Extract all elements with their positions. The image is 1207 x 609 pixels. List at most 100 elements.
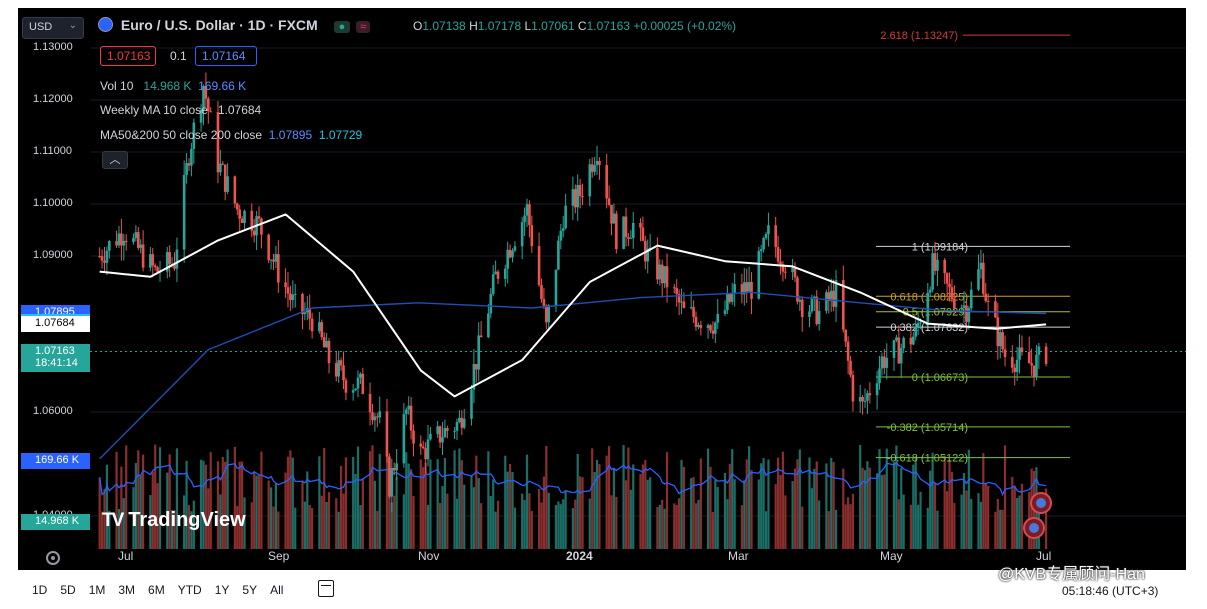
alert-icon-2[interactable]: [1023, 517, 1045, 539]
candle-body: [730, 292, 734, 302]
timeframe-1y[interactable]: 1Y: [214, 583, 230, 597]
candle-body: [829, 290, 833, 302]
candle-body: [757, 251, 761, 299]
buy-button[interactable]: 1.07164: [195, 46, 257, 66]
volume-bar: [327, 492, 331, 549]
candle-body: [168, 252, 171, 264]
candle-body: [962, 305, 966, 308]
candle-body: [235, 203, 239, 210]
candle-body: [692, 307, 695, 318]
candle-body: [631, 222, 635, 238]
timeframe-bar: 1D 5D 1M 3M 6M YTD 1Y 5Y All: [32, 583, 296, 597]
candle-body: [1001, 332, 1004, 350]
volume-bar: [832, 462, 835, 549]
volume-bar: [209, 452, 212, 549]
volume-bar: [422, 467, 425, 549]
volume-bar: [762, 458, 765, 549]
tradingview-logo: TV TradingView: [102, 509, 246, 531]
volume-bar: [748, 446, 751, 549]
candle-body: [639, 222, 642, 228]
candle-body: [250, 210, 254, 231]
volume-bar: [463, 484, 466, 549]
chart-frame[interactable]: 2.618 (1.13247) 1 (1.09184) 0.618 (1.08225…: [18, 8, 1186, 570]
candle-body: [750, 282, 753, 299]
candle-body: [646, 248, 650, 262]
candle-body: [182, 175, 186, 250]
timeframe-3m[interactable]: 3M: [118, 583, 136, 597]
candle-body: [320, 322, 324, 338]
timeframe-ytd[interactable]: YTD: [177, 583, 202, 597]
timeframe-5d[interactable]: 5D: [60, 583, 76, 597]
volume-bar: [151, 471, 154, 549]
timeframe-all[interactable]: All: [270, 583, 284, 597]
candle-body: [487, 313, 490, 338]
fib-level-label: 1 (1.09184): [912, 241, 968, 253]
candle-body: [677, 294, 681, 303]
price-plot[interactable]: 2.618 (1.13247) 1 (1.09184) 0.618 (1.08225…: [18, 8, 1186, 570]
candle-body: [438, 426, 442, 443]
volume-bar: [588, 498, 591, 549]
volume-bar: [388, 460, 391, 549]
timeframe-1d[interactable]: 1D: [32, 583, 48, 597]
candle-body: [537, 246, 541, 286]
volume-bar: [948, 459, 951, 549]
candle-body: [885, 357, 889, 368]
settings-gear-icon[interactable]: [46, 551, 60, 565]
indicator-volume[interactable]: Vol 10 14.968 K 169.66 K: [100, 79, 247, 93]
volume-bar: [897, 499, 900, 549]
compare-icon[interactable]: ≈: [356, 21, 371, 33]
candle-body: [1037, 346, 1041, 355]
candle-body: [849, 360, 852, 376]
volume-bar: [912, 464, 915, 549]
volume-bar: [965, 490, 968, 549]
candle-body: [979, 262, 983, 270]
candle-body: [791, 267, 794, 273]
candle-body: [436, 426, 439, 434]
sell-button[interactable]: 1.07163: [100, 46, 156, 66]
volume-bar: [402, 494, 405, 549]
volume-bar: [750, 470, 753, 549]
candle-body: [928, 289, 932, 293]
volume-bar: [306, 471, 309, 549]
candle-body: [680, 301, 683, 303]
candle-body: [289, 293, 292, 301]
volume-bar: [472, 487, 475, 549]
candle-body: [656, 247, 659, 280]
symbol-title[interactable]: Euro / U.S. Dollar · 1D · FXCM ● ≈: [98, 17, 371, 33]
candle-body: [108, 241, 111, 251]
candle-body: [293, 293, 297, 295]
alert-icon[interactable]: [1030, 492, 1052, 514]
volume-bar: [632, 464, 635, 549]
volume-bar: [407, 463, 410, 549]
clock[interactable]: 05:18:46 (UTC+3): [1062, 584, 1159, 598]
volume-bar: [644, 460, 647, 549]
collapse-legend-button[interactable]: ︿: [102, 151, 128, 169]
indicator-weekly-ma[interactable]: Weekly MA 10 close 1.07684: [100, 103, 262, 117]
spread-value: 0.1: [170, 49, 187, 63]
price-axis-tick: 1.13000: [33, 41, 73, 53]
candle-body: [581, 196, 584, 198]
candle-body: [1030, 363, 1033, 366]
volume-bar: [863, 470, 867, 549]
candle-body: [204, 86, 208, 99]
candle-body: [936, 259, 939, 271]
symbol-dropdown[interactable]: USD ⌄: [22, 17, 84, 39]
candle-body: [190, 148, 193, 166]
volume-bar: [530, 510, 533, 549]
candle-body: [409, 405, 413, 431]
candle-body: [540, 285, 543, 300]
candle-body: [342, 365, 345, 381]
calendar-icon[interactable]: [318, 580, 334, 597]
volume-bar: [438, 502, 442, 549]
symbol-name: Euro / U.S. Dollar · 1D · FXCM: [120, 17, 318, 33]
volume-bar: [859, 444, 862, 549]
candle-body: [660, 264, 664, 284]
timeframe-5y[interactable]: 5Y: [242, 583, 258, 597]
symbol-dropdown-label: USD: [29, 21, 53, 33]
timeframe-6m[interactable]: 6M: [148, 583, 165, 597]
candle-body: [441, 437, 444, 443]
timeframe-1m[interactable]: 1M: [88, 583, 106, 597]
volume-bar: [142, 454, 145, 549]
indicator-ma50-200[interactable]: MA50&200 50 close 200 close 1.07895 1.07…: [100, 128, 363, 142]
candle-body: [994, 301, 997, 318]
